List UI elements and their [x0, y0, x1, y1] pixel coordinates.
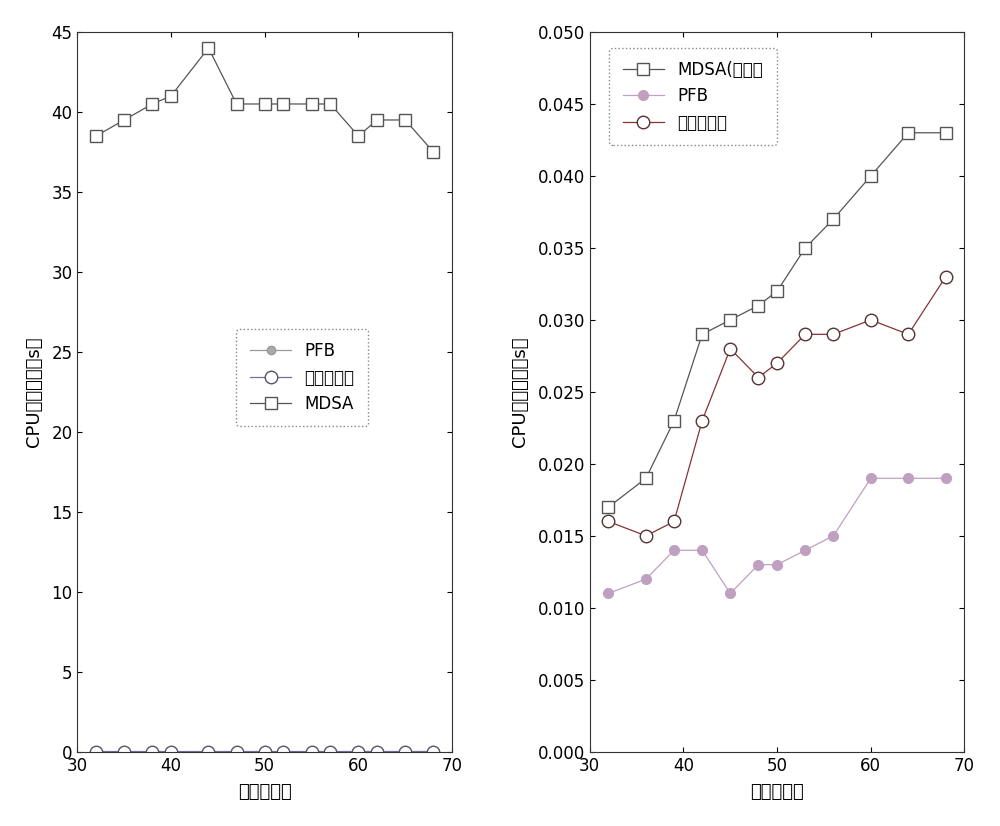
本发明方法: [277, 747, 289, 757]
MDSA: [202, 43, 214, 53]
本发明方法: [668, 516, 680, 526]
PFB: [696, 545, 708, 555]
本发明方法: [352, 747, 364, 757]
MDSA: [324, 99, 336, 109]
Legend: MDSA(部分）, PFB, 本发明方法: MDSA(部分）, PFB, 本发明方法: [609, 48, 777, 145]
MDSA(部分）: [696, 330, 708, 339]
Line: MDSA(部分）: MDSA(部分）: [603, 127, 951, 513]
本发明方法: [146, 747, 158, 757]
MDSA: [146, 99, 158, 109]
Line: PFB: PFB: [92, 748, 437, 756]
X-axis label: 子载波数目: 子载波数目: [750, 783, 804, 801]
MDSA(部分）: [752, 301, 764, 311]
MDSA: [371, 115, 383, 125]
PFB: [865, 473, 877, 483]
PFB: [118, 747, 130, 757]
PFB: [165, 747, 177, 757]
本发明方法: [724, 344, 736, 354]
MDSA(部分）: [640, 473, 652, 483]
MDSA: [427, 147, 439, 157]
本发明方法: [202, 747, 214, 757]
本发明方法: [940, 272, 952, 282]
PFB: [231, 747, 243, 757]
PFB: [277, 747, 289, 757]
本发明方法: [324, 747, 336, 757]
PFB: [602, 588, 614, 598]
本发明方法: [640, 531, 652, 541]
Y-axis label: CPU执行时间（s）: CPU执行时间（s）: [511, 337, 529, 447]
PFB: [640, 574, 652, 584]
PFB: [427, 747, 439, 757]
PFB: [324, 747, 336, 757]
本发明方法: [306, 747, 318, 757]
MDSA(部分）: [827, 214, 839, 224]
PFB: [202, 747, 214, 757]
本发明方法: [902, 330, 914, 339]
Line: PFB: PFB: [604, 473, 951, 598]
MDSA: [165, 91, 177, 101]
本发明方法: [90, 747, 102, 757]
MDSA(部分）: [668, 415, 680, 425]
MDSA: [399, 115, 411, 125]
本发明方法: [231, 747, 243, 757]
Legend: PFB, 本发明方法, MDSA: PFB, 本发明方法, MDSA: [236, 329, 368, 426]
PFB: [668, 545, 680, 555]
本发明方法: [427, 747, 439, 757]
PFB: [306, 747, 318, 757]
MDSA(部分）: [902, 128, 914, 138]
MDSA(部分）: [799, 243, 811, 253]
MDSA: [259, 99, 271, 109]
本发明方法: [118, 747, 130, 757]
MDSA: [277, 99, 289, 109]
MDSA: [352, 131, 364, 141]
PFB: [799, 545, 811, 555]
本发明方法: [799, 330, 811, 339]
PFB: [146, 747, 158, 757]
Y-axis label: CPU执行时间（s）: CPU执行时间（s）: [25, 337, 43, 447]
PFB: [724, 588, 736, 598]
本发明方法: [371, 747, 383, 757]
Line: MDSA: MDSA: [91, 42, 439, 158]
MDSA(部分）: [771, 286, 783, 296]
本发明方法: [827, 330, 839, 339]
PFB: [771, 560, 783, 570]
PFB: [399, 747, 411, 757]
本发明方法: [259, 747, 271, 757]
MDSA: [231, 99, 243, 109]
MDSA: [90, 131, 102, 141]
X-axis label: 子载波数目: 子载波数目: [238, 783, 292, 801]
PFB: [827, 531, 839, 541]
PFB: [940, 473, 952, 483]
本发明方法: [399, 747, 411, 757]
Line: 本发明方法: 本发明方法: [602, 270, 952, 542]
MDSA(部分）: [940, 128, 952, 138]
PFB: [259, 747, 271, 757]
Line: 本发明方法: 本发明方法: [90, 745, 440, 757]
本发明方法: [696, 415, 708, 425]
PFB: [752, 560, 764, 570]
本发明方法: [865, 315, 877, 325]
本发明方法: [602, 516, 614, 526]
本发明方法: [752, 373, 764, 382]
MDSA: [306, 99, 318, 109]
PFB: [902, 473, 914, 483]
PFB: [352, 747, 364, 757]
PFB: [90, 747, 102, 757]
MDSA(部分）: [602, 502, 614, 512]
PFB: [371, 747, 383, 757]
MDSA: [118, 115, 130, 125]
MDSA(部分）: [724, 315, 736, 325]
MDSA(部分）: [865, 171, 877, 181]
本发明方法: [165, 747, 177, 757]
本发明方法: [771, 358, 783, 368]
